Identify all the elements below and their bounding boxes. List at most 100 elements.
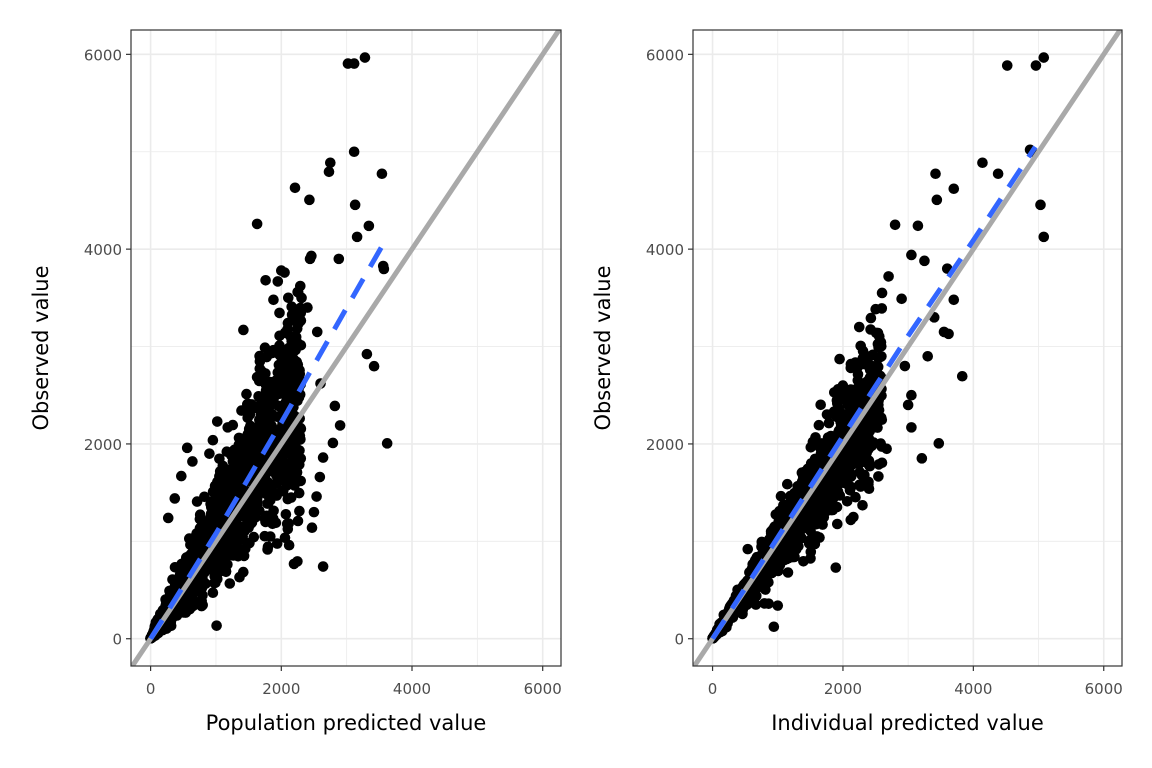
data-point [255, 401, 266, 412]
data-point [220, 469, 231, 480]
data-point [286, 301, 298, 313]
data-point [845, 514, 857, 526]
data-point [899, 360, 911, 372]
data-point [843, 457, 854, 469]
data-point [201, 516, 213, 528]
data-point [269, 376, 281, 388]
data-point [243, 428, 254, 439]
data-point [823, 409, 834, 421]
data-point [794, 525, 806, 536]
data-point [289, 182, 301, 194]
data-point [279, 267, 290, 278]
data-point [236, 444, 248, 456]
y-tick-label: 4000 [84, 241, 122, 259]
plot-area [131, 30, 561, 666]
data-point [222, 422, 234, 433]
data-point [323, 166, 335, 178]
data-point [283, 346, 294, 358]
data-point [212, 476, 223, 488]
x-tick-label: 2000 [262, 680, 300, 698]
data-point [259, 513, 271, 525]
data-point [348, 146, 360, 158]
data-point [282, 493, 294, 505]
data-point [248, 531, 260, 543]
data-point [279, 327, 291, 339]
grid [693, 30, 1122, 666]
data-point [242, 398, 254, 410]
data-point [325, 157, 336, 169]
data-point [199, 491, 210, 503]
outlier-points [162, 52, 393, 631]
y-tick-label: 2000 [84, 436, 122, 454]
data-point [363, 220, 375, 232]
data-point [1030, 60, 1042, 71]
data-point [173, 575, 184, 587]
data-point [287, 458, 298, 469]
data-point [229, 444, 240, 456]
y-tick-label: 6000 [646, 46, 684, 64]
data-point [306, 522, 318, 533]
data-point [184, 603, 195, 615]
data-point [308, 506, 320, 518]
data-point [281, 472, 293, 483]
y-tick-label: 2000 [646, 436, 684, 454]
data-point [857, 499, 868, 511]
data-point [896, 293, 907, 305]
data-point [772, 600, 784, 611]
data-point [283, 292, 294, 304]
data-point [873, 353, 884, 364]
data-point [273, 359, 285, 371]
data-point [873, 471, 884, 482]
data-point [906, 422, 917, 433]
data-point [922, 350, 934, 362]
data-point [280, 509, 292, 520]
data-point [260, 413, 271, 424]
data-point [254, 350, 265, 362]
data-point [311, 326, 323, 338]
data-point [245, 497, 256, 509]
data-point [329, 400, 341, 412]
data-point [948, 294, 960, 306]
data-point [294, 505, 305, 517]
data-point [841, 496, 853, 507]
data-point [790, 489, 801, 500]
data-point [197, 599, 208, 611]
data-point [254, 487, 266, 498]
panel-border [692, 29, 1123, 667]
data-point [211, 620, 222, 631]
data-point [815, 399, 826, 411]
data-point [782, 567, 794, 578]
data-point [185, 552, 197, 564]
data-point [763, 598, 774, 609]
data-point [871, 413, 882, 425]
data-point [272, 276, 284, 287]
data-point [837, 421, 849, 432]
data-point [283, 392, 295, 403]
data-point [381, 438, 393, 449]
data-point [268, 505, 279, 517]
data-point [251, 218, 263, 230]
data-point [798, 556, 809, 567]
data-point [260, 392, 272, 403]
data-point [868, 422, 879, 433]
data-point [292, 337, 304, 349]
data-point [831, 395, 843, 406]
data-point [285, 443, 297, 455]
data-point [775, 490, 787, 502]
data-point [211, 512, 223, 523]
identity-line [131, 30, 561, 666]
data-point [778, 510, 789, 521]
data-point [205, 498, 216, 510]
data-point [224, 547, 235, 559]
data-point [187, 456, 198, 467]
data-point [349, 199, 361, 211]
data-point [846, 439, 858, 450]
trend-line [148, 238, 389, 641]
data-point [265, 531, 276, 542]
data-point [919, 255, 930, 267]
data-point [876, 287, 888, 299]
data-point [348, 58, 360, 69]
data-point [855, 390, 866, 402]
data-point [270, 517, 282, 529]
data-point [229, 481, 241, 493]
